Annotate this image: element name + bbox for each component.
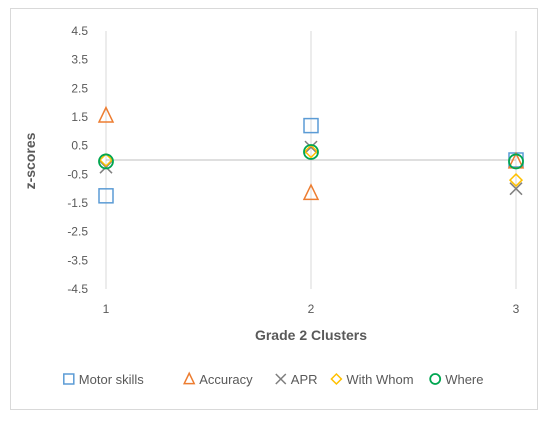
y-tick-label: -1.5 xyxy=(67,196,88,210)
point-with-whom-2 xyxy=(303,144,319,159)
point-with-whom-3 xyxy=(508,173,524,188)
y-axis-title: z-scores xyxy=(22,132,38,189)
legend-x-icon xyxy=(275,373,287,385)
legend-item-with-whom: With Whom xyxy=(330,372,414,387)
y-tick-label: 3.5 xyxy=(71,53,88,67)
point-motor-skills-2 xyxy=(303,117,319,134)
chart-frame: 4.5 3.5 2.5 1.5 0.5 -0.5 -1.5 -2.5 -3.5 -4.5 1 2 3 z… xyxy=(10,8,538,410)
scatter-chart: 4.5 3.5 2.5 1.5 0.5 -0.5 -1.5 -2.5 -3.5 -4.5 1 2 3 z… xyxy=(22,24,525,387)
y-tick-label: 2.5 xyxy=(71,81,88,95)
point-where-1 xyxy=(98,153,114,170)
legend-triangle-icon xyxy=(183,371,196,385)
point-where-3 xyxy=(508,153,524,170)
legend-circle-icon xyxy=(429,373,442,385)
y-tick-label: 4.5 xyxy=(71,24,88,38)
point-motor-skills-1 xyxy=(98,188,114,204)
legend-label-where: Where xyxy=(445,372,483,387)
legend-label-motor-skills: Motor skills xyxy=(79,372,145,387)
point-apr-2 xyxy=(304,140,318,154)
x-stroke-b xyxy=(275,373,287,385)
legend-label-with-whom: With Whom xyxy=(346,372,413,387)
legend-label-accuracy: Accuracy xyxy=(199,372,253,387)
point-accuracy-1 xyxy=(97,105,115,123)
point-apr-1 xyxy=(99,160,113,174)
x-stroke-b xyxy=(509,182,523,196)
y-tick-label: 0.5 xyxy=(71,139,88,153)
legend-item-apr: APR xyxy=(275,372,318,387)
x-tick-label: 1 xyxy=(103,302,110,316)
y-tick-label: 1.5 xyxy=(71,110,88,124)
legend-item-motor-skills: Motor skills xyxy=(63,372,145,387)
legend-square-icon xyxy=(63,373,75,385)
y-tick-label: -0.5 xyxy=(67,167,88,181)
legend-item-accuracy: Accuracy xyxy=(183,371,253,387)
y-tick-label: -3.5 xyxy=(67,253,88,267)
point-apr-3 xyxy=(509,182,523,196)
x-stroke-b xyxy=(304,140,318,154)
x-tick-label: 3 xyxy=(513,302,520,316)
axis-layer: 4.5 3.5 2.5 1.5 0.5 -0.5 -1.5 -2.5 -3.5 -4.5 1 2 3 xyxy=(67,24,519,316)
point-where-2 xyxy=(303,144,319,160)
legend-item-where: Where xyxy=(429,372,483,387)
x-tick-label: 2 xyxy=(308,302,315,316)
y-tick-label: -2.5 xyxy=(67,225,88,239)
legend: Motor skills Accuracy APR With Whom Where xyxy=(63,371,483,387)
point-with-whom-1 xyxy=(98,152,114,168)
point-accuracy-2 xyxy=(302,183,320,201)
legend-label-apr: APR xyxy=(291,372,318,387)
y-tick-label: -4.5 xyxy=(67,282,88,296)
x-stroke-b xyxy=(99,160,113,174)
x-axis-title: Grade 2 Clusters xyxy=(255,327,367,343)
marks-layer xyxy=(97,105,525,204)
legend-diamond-icon xyxy=(330,372,343,386)
